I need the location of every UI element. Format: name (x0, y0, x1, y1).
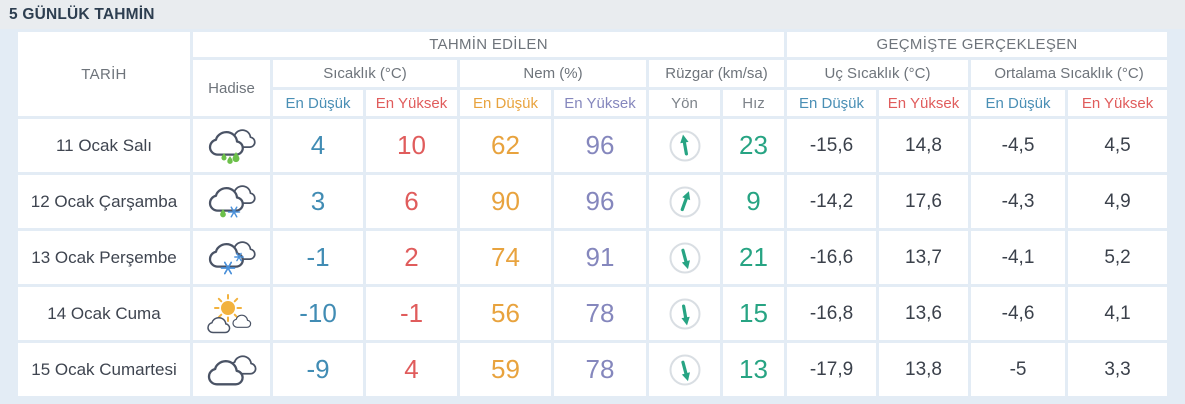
humidity-lowest-cell: 90 (460, 175, 551, 228)
average-highest-cell: 4,9 (1068, 175, 1168, 228)
extreme-lowest-cell: -15,6 (787, 119, 877, 172)
average-highest-header: En Yüksek (1068, 90, 1168, 116)
date-cell: 15 Ocak Cumartesi (18, 343, 190, 396)
temp-lowest-header: En Düşük (273, 90, 363, 116)
wind-arrow-icon (669, 242, 700, 273)
temp-lowest-cell: -1 (273, 231, 363, 284)
forecast-row: 12 Ocak Çarşamba 3 6 90 96 9 -14,2 17,6 -4,3 4,9 (18, 175, 1168, 228)
extreme-lowest-cell: -16,6 (787, 231, 877, 284)
average-lowest-cell: -4,1 (971, 231, 1066, 284)
temp-highest-cell: -1 (366, 287, 457, 340)
wind-speed-cell: 23 (723, 119, 785, 172)
humidity-lowest-cell: 56 (460, 287, 551, 340)
weather-condition-cell (193, 175, 270, 228)
humidity-lowest-header: En Düşük (460, 90, 551, 116)
humidity-lowest-cell: 62 (460, 119, 551, 172)
weather-condition-cell (193, 119, 270, 172)
temp-lowest-cell: 4 (273, 119, 363, 172)
humidity-highest-cell: 96 (554, 175, 646, 228)
wind-direction-cell (649, 119, 720, 172)
extreme-highest-header: En Yüksek (879, 90, 969, 116)
date-cell: 14 Ocak Cuma (18, 287, 190, 340)
temp-highest-header: En Yüksek (366, 90, 457, 116)
wind-direction-cell (649, 231, 720, 284)
date-cell: 12 Ocak Çarşamba (18, 175, 190, 228)
rain-cloud-icon (208, 128, 256, 164)
wind-speed-cell: 13 (723, 343, 785, 396)
forecast-table: TARİH TAHMİN EDİLEN GEÇMİŞTE GERÇEKLEŞEN… (15, 29, 1170, 399)
forecast-table-body: 11 Ocak Salı 4 10 62 96 23 -15,6 14,8 -4,5 4,5 12 … (18, 119, 1168, 396)
average-lowest-cell: -4,5 (971, 119, 1066, 172)
extreme-lowest-cell: -14,2 (787, 175, 877, 228)
wind-speed-cell: 21 (723, 231, 785, 284)
extreme-lowest-header: En Düşük (787, 90, 877, 116)
weather-condition-cell (193, 287, 270, 340)
date-cell: 13 Ocak Perşembe (18, 231, 190, 284)
temp-highest-cell: 4 (366, 343, 457, 396)
average-temperature-group-header: Ortalama Sıcaklık (°C) (971, 60, 1168, 87)
average-highest-cell: 4,5 (1068, 119, 1168, 172)
average-lowest-cell: -4,3 (971, 175, 1066, 228)
humidity-highest-header: En Yüksek (554, 90, 646, 116)
temp-highest-cell: 6 (366, 175, 457, 228)
wind-arrow-icon (669, 298, 700, 329)
cloudy-icon (207, 354, 256, 385)
wind-speed-cell: 9 (723, 175, 785, 228)
wind-speed-cell: 15 (723, 287, 785, 340)
extreme-temperature-group-header: Uç Sıcaklık (°C) (787, 60, 969, 87)
wind-arrow-icon (669, 354, 700, 385)
section-header: 5 GÜNLÜK TAHMİN (0, 0, 1185, 29)
weather-condition-cell (193, 231, 270, 284)
page-title: 5 GÜNLÜK TAHMİN (9, 5, 155, 23)
humidity-lowest-cell: 74 (460, 231, 551, 284)
temp-lowest-cell: -10 (273, 287, 363, 340)
date-cell: 11 Ocak Salı (18, 119, 190, 172)
average-lowest-cell: -4,6 (971, 287, 1066, 340)
extreme-highest-cell: 13,6 (879, 287, 969, 340)
humidity-highest-cell: 78 (554, 287, 646, 340)
wind-direction-cell (649, 175, 720, 228)
forecast-row: 13 Ocak Perşembe -1 2 74 91 21 -16,6 13,7 -4,1 5,… (18, 231, 1168, 284)
extreme-highest-cell: 13,8 (879, 343, 969, 396)
wind-direction-cell (649, 287, 720, 340)
extreme-lowest-cell: -17,9 (787, 343, 877, 396)
wind-arrow-icon (669, 186, 700, 217)
temp-highest-cell: 10 (366, 119, 457, 172)
temp-highest-cell: 2 (366, 231, 457, 284)
extreme-highest-cell: 14,8 (879, 119, 969, 172)
wind-speed-header: Hız (723, 90, 785, 116)
temp-lowest-cell: -9 (273, 343, 363, 396)
partly-sunny-icon (206, 293, 251, 333)
average-highest-cell: 5,2 (1068, 231, 1168, 284)
snow-cloud-icon (208, 240, 256, 274)
average-highest-cell: 3,3 (1068, 343, 1168, 396)
past-group-header: GEÇMİŞTE GERÇEKLEŞEN (787, 32, 1168, 57)
condition-column-header: Hadise (193, 60, 270, 116)
humidity-group-header: Nem (%) (460, 60, 646, 87)
average-lowest-cell: -5 (971, 343, 1066, 396)
humidity-highest-cell: 96 (554, 119, 646, 172)
forecast-row: 11 Ocak Salı 4 10 62 96 23 -15,6 14,8 -4,5 4,5 (18, 119, 1168, 172)
wind-arrow-icon (669, 130, 700, 161)
forecast-row: 15 Ocak Cumartesi -9 4 59 78 13 -17,9 13,8 -5 3,3 (18, 343, 1168, 396)
average-lowest-header: En Düşük (971, 90, 1066, 116)
temp-lowest-cell: 3 (273, 175, 363, 228)
predicted-group-header: TAHMİN EDİLEN (193, 32, 785, 57)
extreme-highest-cell: 13,7 (879, 231, 969, 284)
forecast-row: 14 Ocak Cuma -10 -1 56 78 15 -16,8 13,6 -4,6 4,1 (18, 287, 1168, 340)
extreme-lowest-cell: -16,8 (787, 287, 877, 340)
wind-direction-header: Yön (649, 90, 720, 116)
average-highest-cell: 4,1 (1068, 287, 1168, 340)
humidity-lowest-cell: 59 (460, 343, 551, 396)
temperature-group-header: Sıcaklık (°C) (273, 60, 457, 87)
wind-group-header: Rüzgar (km/sa) (649, 60, 785, 87)
weather-condition-cell (193, 343, 270, 396)
wind-direction-cell (649, 343, 720, 396)
rain-snow-cloud-icon (208, 184, 256, 217)
date-column-header: TARİH (18, 32, 190, 116)
humidity-highest-cell: 78 (554, 343, 646, 396)
humidity-highest-cell: 91 (554, 231, 646, 284)
extreme-highest-cell: 17,6 (879, 175, 969, 228)
